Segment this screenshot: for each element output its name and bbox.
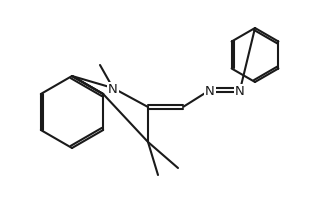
Text: N: N xyxy=(108,82,118,95)
Text: N: N xyxy=(205,85,215,97)
Text: N: N xyxy=(235,85,245,97)
